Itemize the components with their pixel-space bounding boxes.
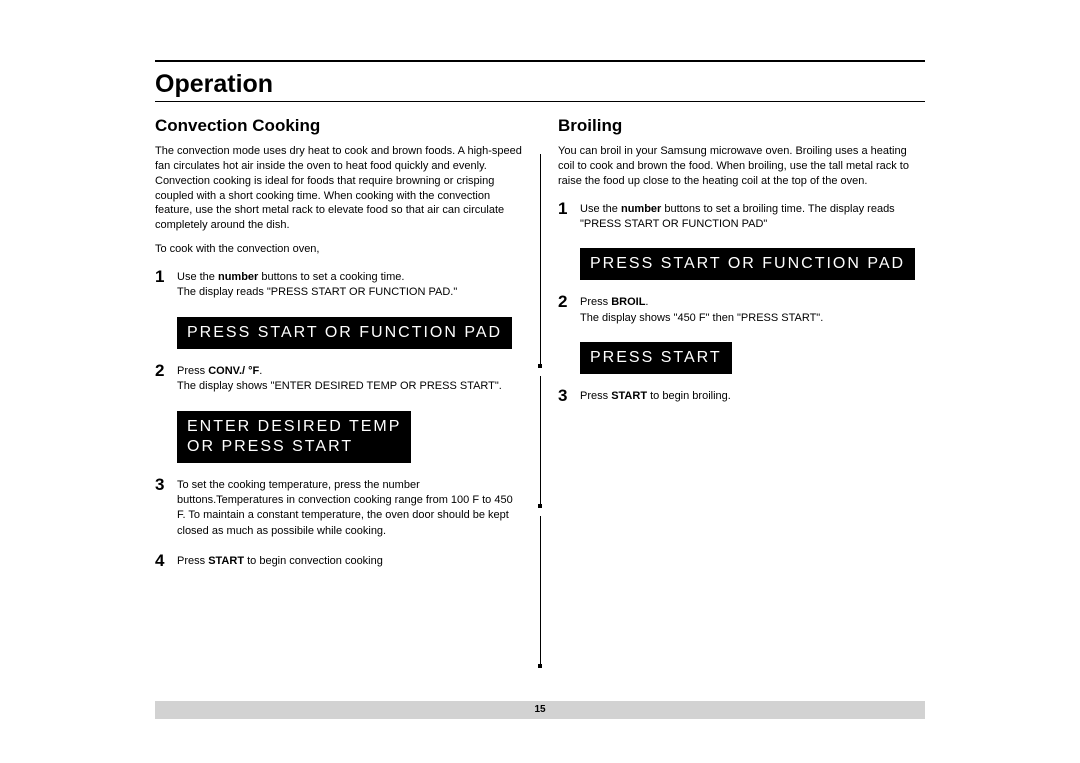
divider-dot — [538, 504, 542, 508]
column-divider — [540, 376, 541, 504]
step-number: 4 — [155, 551, 177, 571]
step-number: 2 — [558, 292, 580, 312]
column-divider — [540, 516, 541, 664]
step: 1Use the number buttons to set a broilin… — [558, 199, 925, 233]
step-number: 2 — [155, 361, 177, 381]
step: 2Press BROIL.The display shows "450 F" t… — [558, 292, 925, 326]
page-title: Operation — [155, 66, 925, 99]
step: 2Press CONV./ °F.The display shows "ENTE… — [155, 361, 522, 395]
top-rule — [155, 60, 925, 62]
left-steps: 1Use the number buttons to set a cooking… — [155, 267, 522, 571]
step: 3Press START to begin broiling. — [558, 386, 925, 406]
under-rule — [155, 101, 925, 102]
lcd-display: ENTER DESIRED TEMPOR PRESS START — [177, 411, 411, 463]
column-right: Broiling You can broil in your Samsung m… — [540, 116, 925, 583]
step-body: Press CONV./ °F.The display shows "ENTER… — [177, 361, 522, 395]
page-footer: 15 — [155, 701, 925, 719]
column-divider — [540, 154, 541, 364]
column-left: Convection Cooking The convection mode u… — [155, 116, 540, 583]
step-body: Use the number buttons to set a cooking … — [177, 267, 522, 301]
lcd-display: PRESS START — [580, 342, 732, 374]
divider-dot — [538, 364, 542, 368]
right-steps: 1Use the number buttons to set a broilin… — [558, 199, 925, 407]
step-body: Press START to begin convection cooking — [177, 551, 522, 569]
divider-dot — [538, 664, 542, 668]
step: 4Press START to begin convection cooking — [155, 551, 522, 571]
manual-page: Operation Convection Cooking The convect… — [0, 0, 1080, 763]
left-heading: Convection Cooking — [155, 116, 522, 136]
content-columns: Convection Cooking The convection mode u… — [155, 116, 925, 583]
page-number: 15 — [534, 704, 545, 715]
step: 1Use the number buttons to set a cooking… — [155, 267, 522, 301]
step-number: 1 — [155, 267, 177, 287]
step-body: Use the number buttons to set a broiling… — [580, 199, 925, 233]
lcd-display: PRESS START OR FUNCTION PAD — [177, 317, 512, 349]
right-intro: You can broil in your Samsung microwave … — [558, 144, 925, 189]
step-body: Press BROIL.The display shows "450 F" th… — [580, 292, 925, 326]
step-body: To set the cooking temperature, press th… — [177, 475, 522, 540]
step-number: 3 — [558, 386, 580, 406]
step-number: 1 — [558, 199, 580, 219]
step-body: Press START to begin broiling. — [580, 386, 925, 404]
lcd-display: PRESS START OR FUNCTION PAD — [580, 248, 915, 280]
right-heading: Broiling — [558, 116, 925, 136]
left-intro: The convection mode uses dry heat to coo… — [155, 144, 522, 233]
left-note: To cook with the convection oven, — [155, 243, 522, 255]
step-number: 3 — [155, 475, 177, 495]
step: 3To set the cooking temperature, press t… — [155, 475, 522, 540]
